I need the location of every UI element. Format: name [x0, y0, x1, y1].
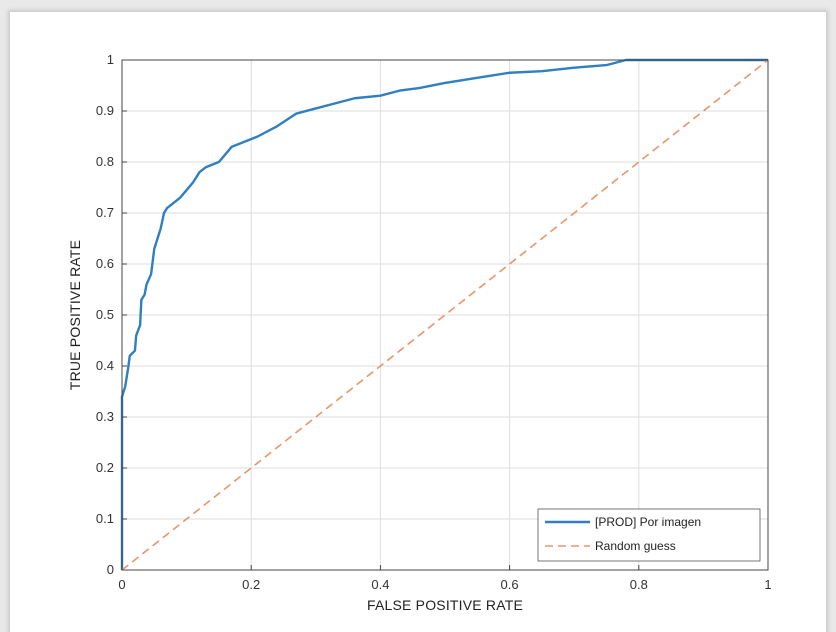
x-tick-label: 0.2 [242, 577, 260, 592]
x-tick-label: 0.6 [501, 577, 519, 592]
grid-lines [122, 60, 768, 570]
y-tick-label: 0.6 [96, 256, 114, 271]
y-tick-label: 0.1 [96, 511, 114, 526]
x-tick-label: 0 [118, 577, 125, 592]
legend-label-random: Random guess [595, 539, 676, 553]
legend-box [537, 508, 761, 562]
roc-curve-line [120, 58, 768, 570]
y-tick-label: 1 [107, 52, 114, 67]
random-guess-line [121, 59, 769, 571]
y-tick-label: 0.2 [96, 460, 114, 475]
tick-labels: 0 0.2 0.4 0.6 0.8 1 0 0.1 0.2 0.3 0.4 0.5 0.6 0.7 0.8 0… [96, 52, 772, 592]
x-tick-label: 1 [764, 577, 771, 592]
y-axis-label: TRUE POSITIVE RATE [67, 240, 83, 390]
series-group [120, 58, 769, 571]
x-tick-label: 0.8 [630, 577, 648, 592]
legend-label-roc: [PROD] Por imagen [595, 515, 701, 529]
y-tick-label: 0.8 [96, 154, 114, 169]
y-tick-label: 0 [107, 562, 114, 577]
x-tick-label: 0.4 [371, 577, 389, 592]
x-axis-label: FALSE POSITIVE RATE [367, 597, 523, 613]
y-tick-label: 0.3 [96, 409, 114, 424]
y-tick-label: 0.5 [96, 307, 114, 322]
legend: [PROD] Por imagen Random guess [537, 508, 761, 562]
y-tick-label: 0.9 [96, 103, 114, 118]
y-tick-label: 0.7 [96, 205, 114, 220]
y-tick-label: 0.4 [96, 358, 114, 373]
